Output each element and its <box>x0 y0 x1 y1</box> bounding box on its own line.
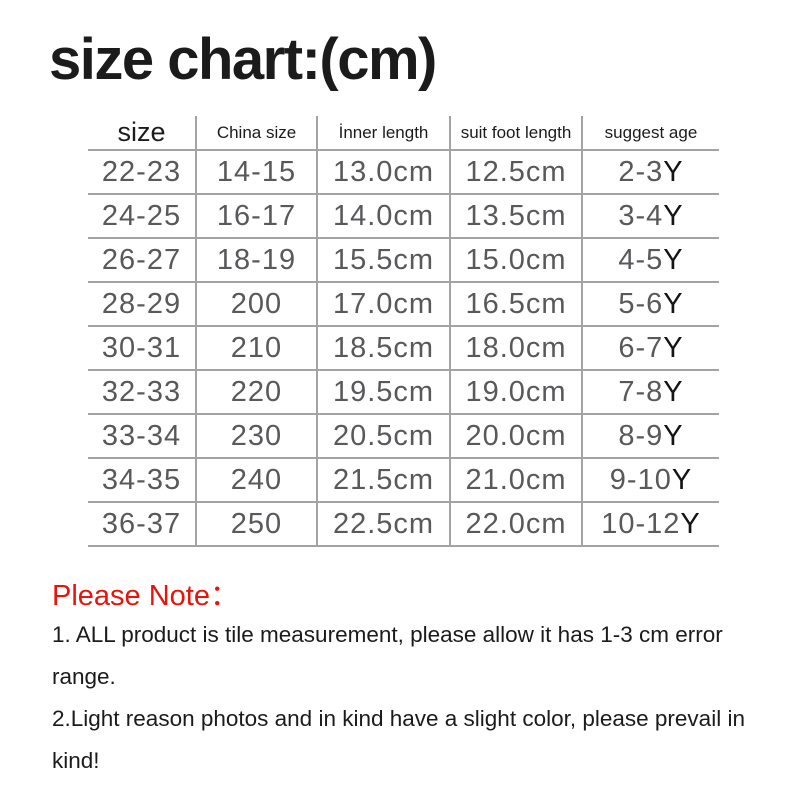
cell-china-size: 14-15 <box>196 150 318 195</box>
header-cell-suit-foot-length: suit foot length <box>450 116 583 151</box>
cell-size: 36-37 <box>88 502 197 547</box>
header-cell-china-size: China size <box>196 116 318 151</box>
cell-inner-length: 15.5cm <box>317 238 451 283</box>
table-row: 34-35 240 21.5cm 21.0cm 9-10Y <box>88 458 719 503</box>
age-range: 4-5 <box>618 243 664 276</box>
age-suffix: Y <box>663 419 684 452</box>
header-cell-size: size <box>88 116 197 151</box>
age-range: 2-3 <box>618 155 664 188</box>
age-suffix: Y <box>663 155 684 188</box>
notes-section: 1. ALL product is tile measurement, plea… <box>52 614 792 782</box>
cell-china-size: 250 <box>196 502 318 547</box>
page-title: size chart:(cm) <box>49 27 437 92</box>
age-range: 6-7 <box>618 331 664 364</box>
age-range: 3-4 <box>618 199 664 232</box>
cell-suggest-age: 3-4Y <box>582 194 719 239</box>
cell-inner-length: 17.0cm <box>317 282 451 327</box>
cell-size: 32-33 <box>88 370 197 415</box>
note-item: 2.Light reason photos and in kind have a… <box>52 706 745 773</box>
cell-suit-foot-length: 19.0cm <box>450 370 583 415</box>
table-row: 24-25 16-17 14.0cm 13.5cm 3-4Y <box>88 194 719 239</box>
table-row: 30-31 210 18.5cm 18.0cm 6-7Y <box>88 326 719 371</box>
size-chart-table: size China size İnner length suit foot l… <box>88 116 719 547</box>
age-suffix: Y <box>663 375 684 408</box>
cell-suggest-age: 2-3Y <box>582 150 719 195</box>
cell-inner-length: 14.0cm <box>317 194 451 239</box>
table-header-row: size China size İnner length suit foot l… <box>88 116 719 151</box>
cell-suggest-age: 7-8Y <box>582 370 719 415</box>
cell-china-size: 240 <box>196 458 318 503</box>
note-heading: Please Note： <box>52 580 239 612</box>
cell-china-size: 230 <box>196 414 318 459</box>
cell-suit-foot-length: 21.0cm <box>450 458 583 503</box>
cell-size: 22-23 <box>88 150 197 195</box>
cell-suit-foot-length: 15.0cm <box>450 238 583 283</box>
age-range: 8-9 <box>618 419 664 452</box>
table-row: 32-33 220 19.5cm 19.0cm 7-8Y <box>88 370 719 415</box>
cell-china-size: 210 <box>196 326 318 371</box>
table-row: 26-27 18-19 15.5cm 15.0cm 4-5Y <box>88 238 719 283</box>
cell-suggest-age: 8-9Y <box>582 414 719 459</box>
cell-size: 26-27 <box>88 238 197 283</box>
cell-size: 33-34 <box>88 414 197 459</box>
cell-suggest-age: 10-12Y <box>582 502 719 547</box>
cell-inner-length: 18.5cm <box>317 326 451 371</box>
header-cell-inner-length: İnner length <box>317 116 451 151</box>
age-suffix: Y <box>680 507 701 540</box>
cell-suit-foot-length: 16.5cm <box>450 282 583 327</box>
cell-inner-length: 13.0cm <box>317 150 451 195</box>
cell-size: 34-35 <box>88 458 197 503</box>
cell-suggest-age: 6-7Y <box>582 326 719 371</box>
table-row: 36-37 250 22.5cm 22.0cm 10-12Y <box>88 502 719 547</box>
age-range: 5-6 <box>618 287 664 320</box>
table-row: 33-34 230 20.5cm 20.0cm 8-9Y <box>88 414 719 459</box>
cell-size: 28-29 <box>88 282 197 327</box>
cell-suggest-age: 9-10Y <box>582 458 719 503</box>
header-cell-suggest-age: suggest age <box>582 116 719 151</box>
age-suffix: Y <box>663 287 684 320</box>
cell-suit-foot-length: 13.5cm <box>450 194 583 239</box>
cell-suit-foot-length: 18.0cm <box>450 326 583 371</box>
cell-suggest-age: 5-6Y <box>582 282 719 327</box>
age-suffix: Y <box>663 243 684 276</box>
cell-inner-length: 21.5cm <box>317 458 451 503</box>
cell-suit-foot-length: 20.0cm <box>450 414 583 459</box>
age-range: 7-8 <box>618 375 664 408</box>
cell-size: 30-31 <box>88 326 197 371</box>
cell-china-size: 220 <box>196 370 318 415</box>
cell-suggest-age: 4-5Y <box>582 238 719 283</box>
cell-inner-length: 22.5cm <box>317 502 451 547</box>
cell-size: 24-25 <box>88 194 197 239</box>
table-row: 22-23 14-15 13.0cm 12.5cm 2-3Y <box>88 150 719 195</box>
cell-china-size: 200 <box>196 282 318 327</box>
age-suffix: Y <box>663 331 684 364</box>
age-suffix: Y <box>671 463 693 496</box>
table-row: 28-29 200 17.0cm 16.5cm 5-6Y <box>88 282 719 327</box>
cell-inner-length: 20.5cm <box>317 414 451 459</box>
cell-china-size: 16-17 <box>196 194 318 239</box>
age-suffix: Y <box>663 199 684 232</box>
note-item: 1. ALL product is tile measurement, plea… <box>52 622 723 689</box>
cell-china-size: 18-19 <box>196 238 318 283</box>
cell-suit-foot-length: 22.0cm <box>450 502 583 547</box>
age-range: 9-10 <box>609 463 672 496</box>
age-range: 10-12 <box>601 507 681 540</box>
cell-suit-foot-length: 12.5cm <box>450 150 583 195</box>
cell-inner-length: 19.5cm <box>317 370 451 415</box>
